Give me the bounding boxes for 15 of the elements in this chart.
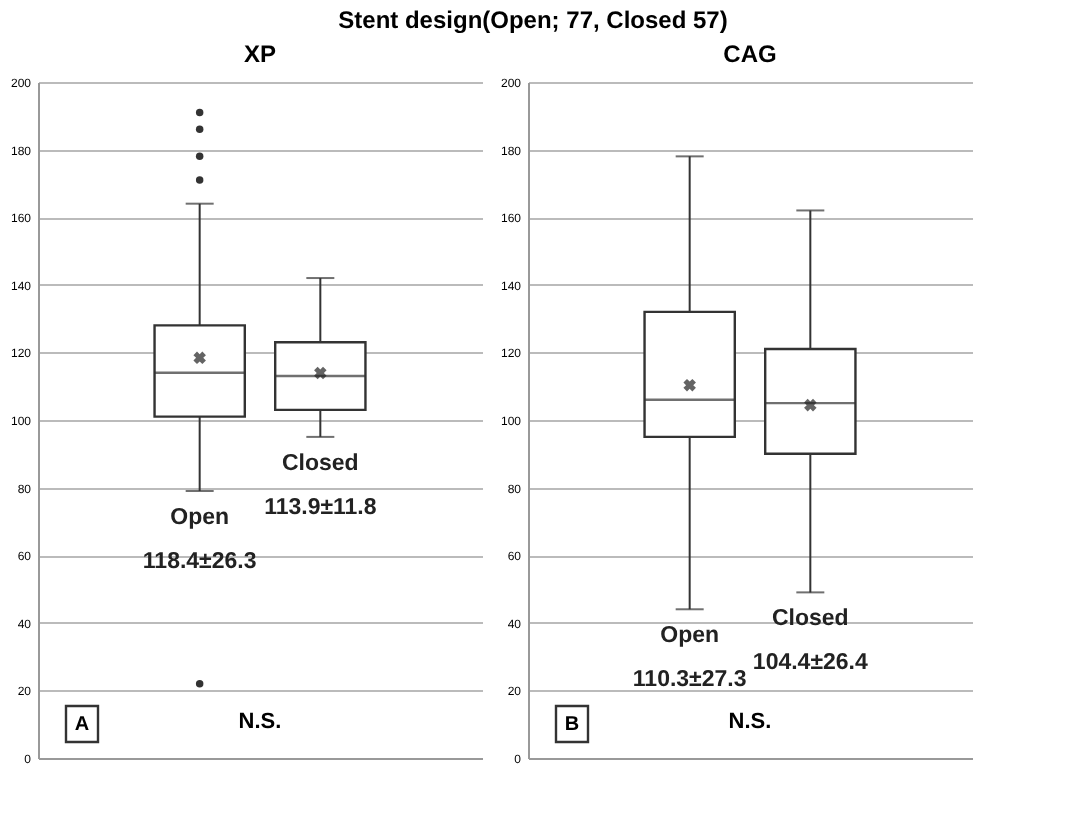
annotation: A: [74, 714, 90, 736]
chart-subtitle: XP: [243, 40, 277, 68]
annotation: N.S.: [238, 710, 282, 734]
annotation: B: [564, 714, 580, 736]
annotation: 104.4±26.4: [752, 651, 869, 676]
annotation: Closed: [771, 607, 849, 632]
text: Stent design(Open; 77, Closed 57): [336, 4, 730, 38]
annotation: 110.3±27.3: [632, 668, 747, 693]
chart-subtitle: CAG: [723, 40, 777, 68]
annotation: Closed: [281, 451, 359, 476]
annotation: 113.9±11.8: [264, 495, 378, 520]
annotation: 118.4±26.3: [142, 549, 257, 574]
annotation: N.S.: [728, 710, 772, 734]
annotation: Open: [170, 506, 230, 531]
annotation: Open: [660, 624, 720, 649]
